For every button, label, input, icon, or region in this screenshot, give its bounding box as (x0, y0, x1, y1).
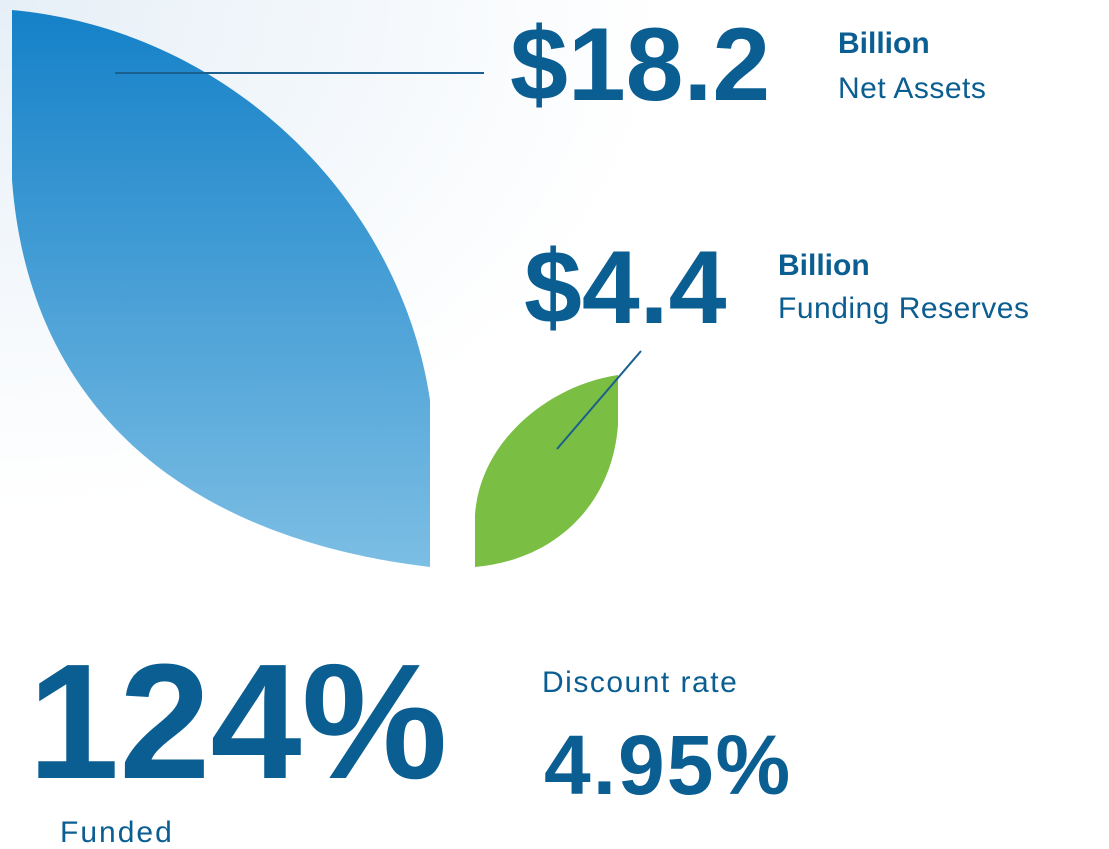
discount-rate-amount: 4.95% (544, 718, 792, 812)
funding-reserves-amount: $4.4 (524, 230, 727, 346)
net-assets-unit: Billion (838, 27, 930, 60)
green-leaf (475, 375, 618, 567)
funded-label: Funded (60, 816, 174, 849)
pointer-line (556, 350, 642, 450)
funding-reserves-unit: Billion (778, 249, 870, 282)
funded-amount: 124% (28, 630, 447, 813)
net-assets-label: Net Assets (838, 72, 986, 105)
discount-rate-label: Discount rate (542, 666, 738, 699)
funding-reserves-label: Funding Reserves (778, 292, 1029, 325)
blue-leaf (12, 10, 430, 567)
net-assets-amount: $18.2 (510, 7, 770, 123)
